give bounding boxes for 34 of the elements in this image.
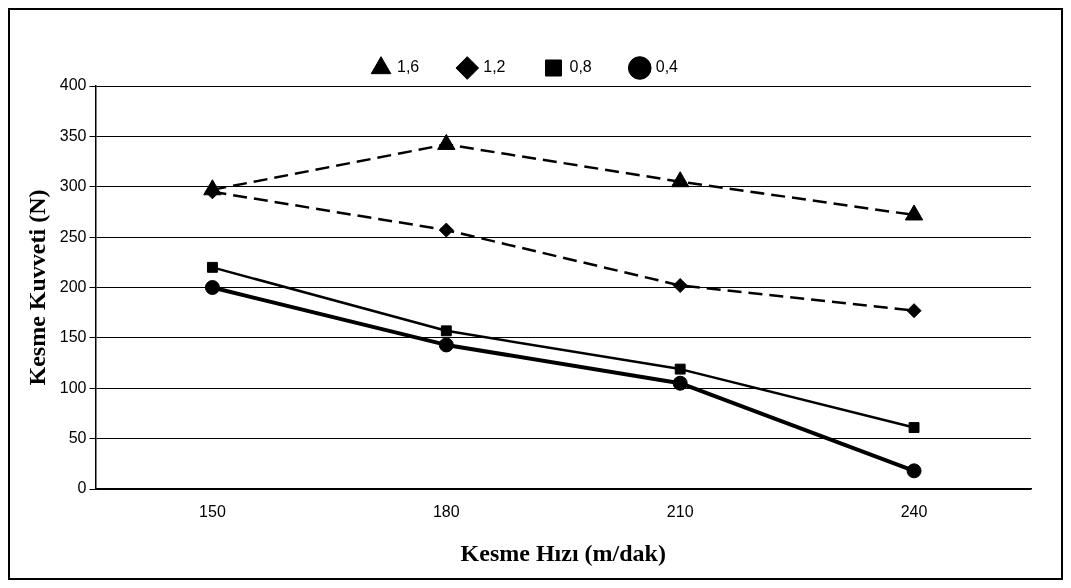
point bbox=[674, 363, 686, 375]
point bbox=[671, 171, 690, 188]
point bbox=[437, 133, 456, 150]
point bbox=[672, 375, 688, 391]
y-tick-label: 0 bbox=[77, 479, 87, 497]
point bbox=[204, 280, 220, 295]
legend-label: 0,8 bbox=[569, 58, 592, 76]
legend-label: 1,2 bbox=[483, 58, 506, 76]
y-tick-label: 350 bbox=[59, 126, 87, 144]
x-tick-label: 210 bbox=[666, 503, 694, 521]
x-tick-label: 180 bbox=[432, 503, 460, 521]
point bbox=[906, 463, 922, 479]
y-tick-label: 200 bbox=[59, 277, 87, 295]
point bbox=[438, 337, 454, 353]
y-tick-label: 250 bbox=[59, 227, 87, 245]
y-axis-title: Kesme Kuvveti (N) bbox=[23, 189, 50, 386]
y-tick-label: 50 bbox=[68, 429, 87, 447]
x-axis-title: Kesme Hızı (m/dak) bbox=[460, 539, 666, 566]
x-tick-label: 150 bbox=[199, 503, 226, 521]
point bbox=[438, 222, 454, 238]
x-tick-label: 240 bbox=[900, 503, 928, 521]
legend-label: 1,6 bbox=[397, 58, 420, 76]
y-tick-label: 150 bbox=[59, 328, 87, 346]
point bbox=[904, 204, 924, 221]
point bbox=[206, 261, 218, 273]
point bbox=[908, 422, 920, 433]
point bbox=[203, 179, 222, 196]
y-tick-label: 400 bbox=[59, 76, 87, 94]
y-tick-label: 100 bbox=[59, 378, 87, 396]
point bbox=[440, 325, 452, 337]
point bbox=[906, 303, 922, 319]
y-tick-label: 300 bbox=[59, 177, 87, 195]
legend-label: 0,4 bbox=[655, 58, 679, 76]
point bbox=[672, 277, 688, 293]
